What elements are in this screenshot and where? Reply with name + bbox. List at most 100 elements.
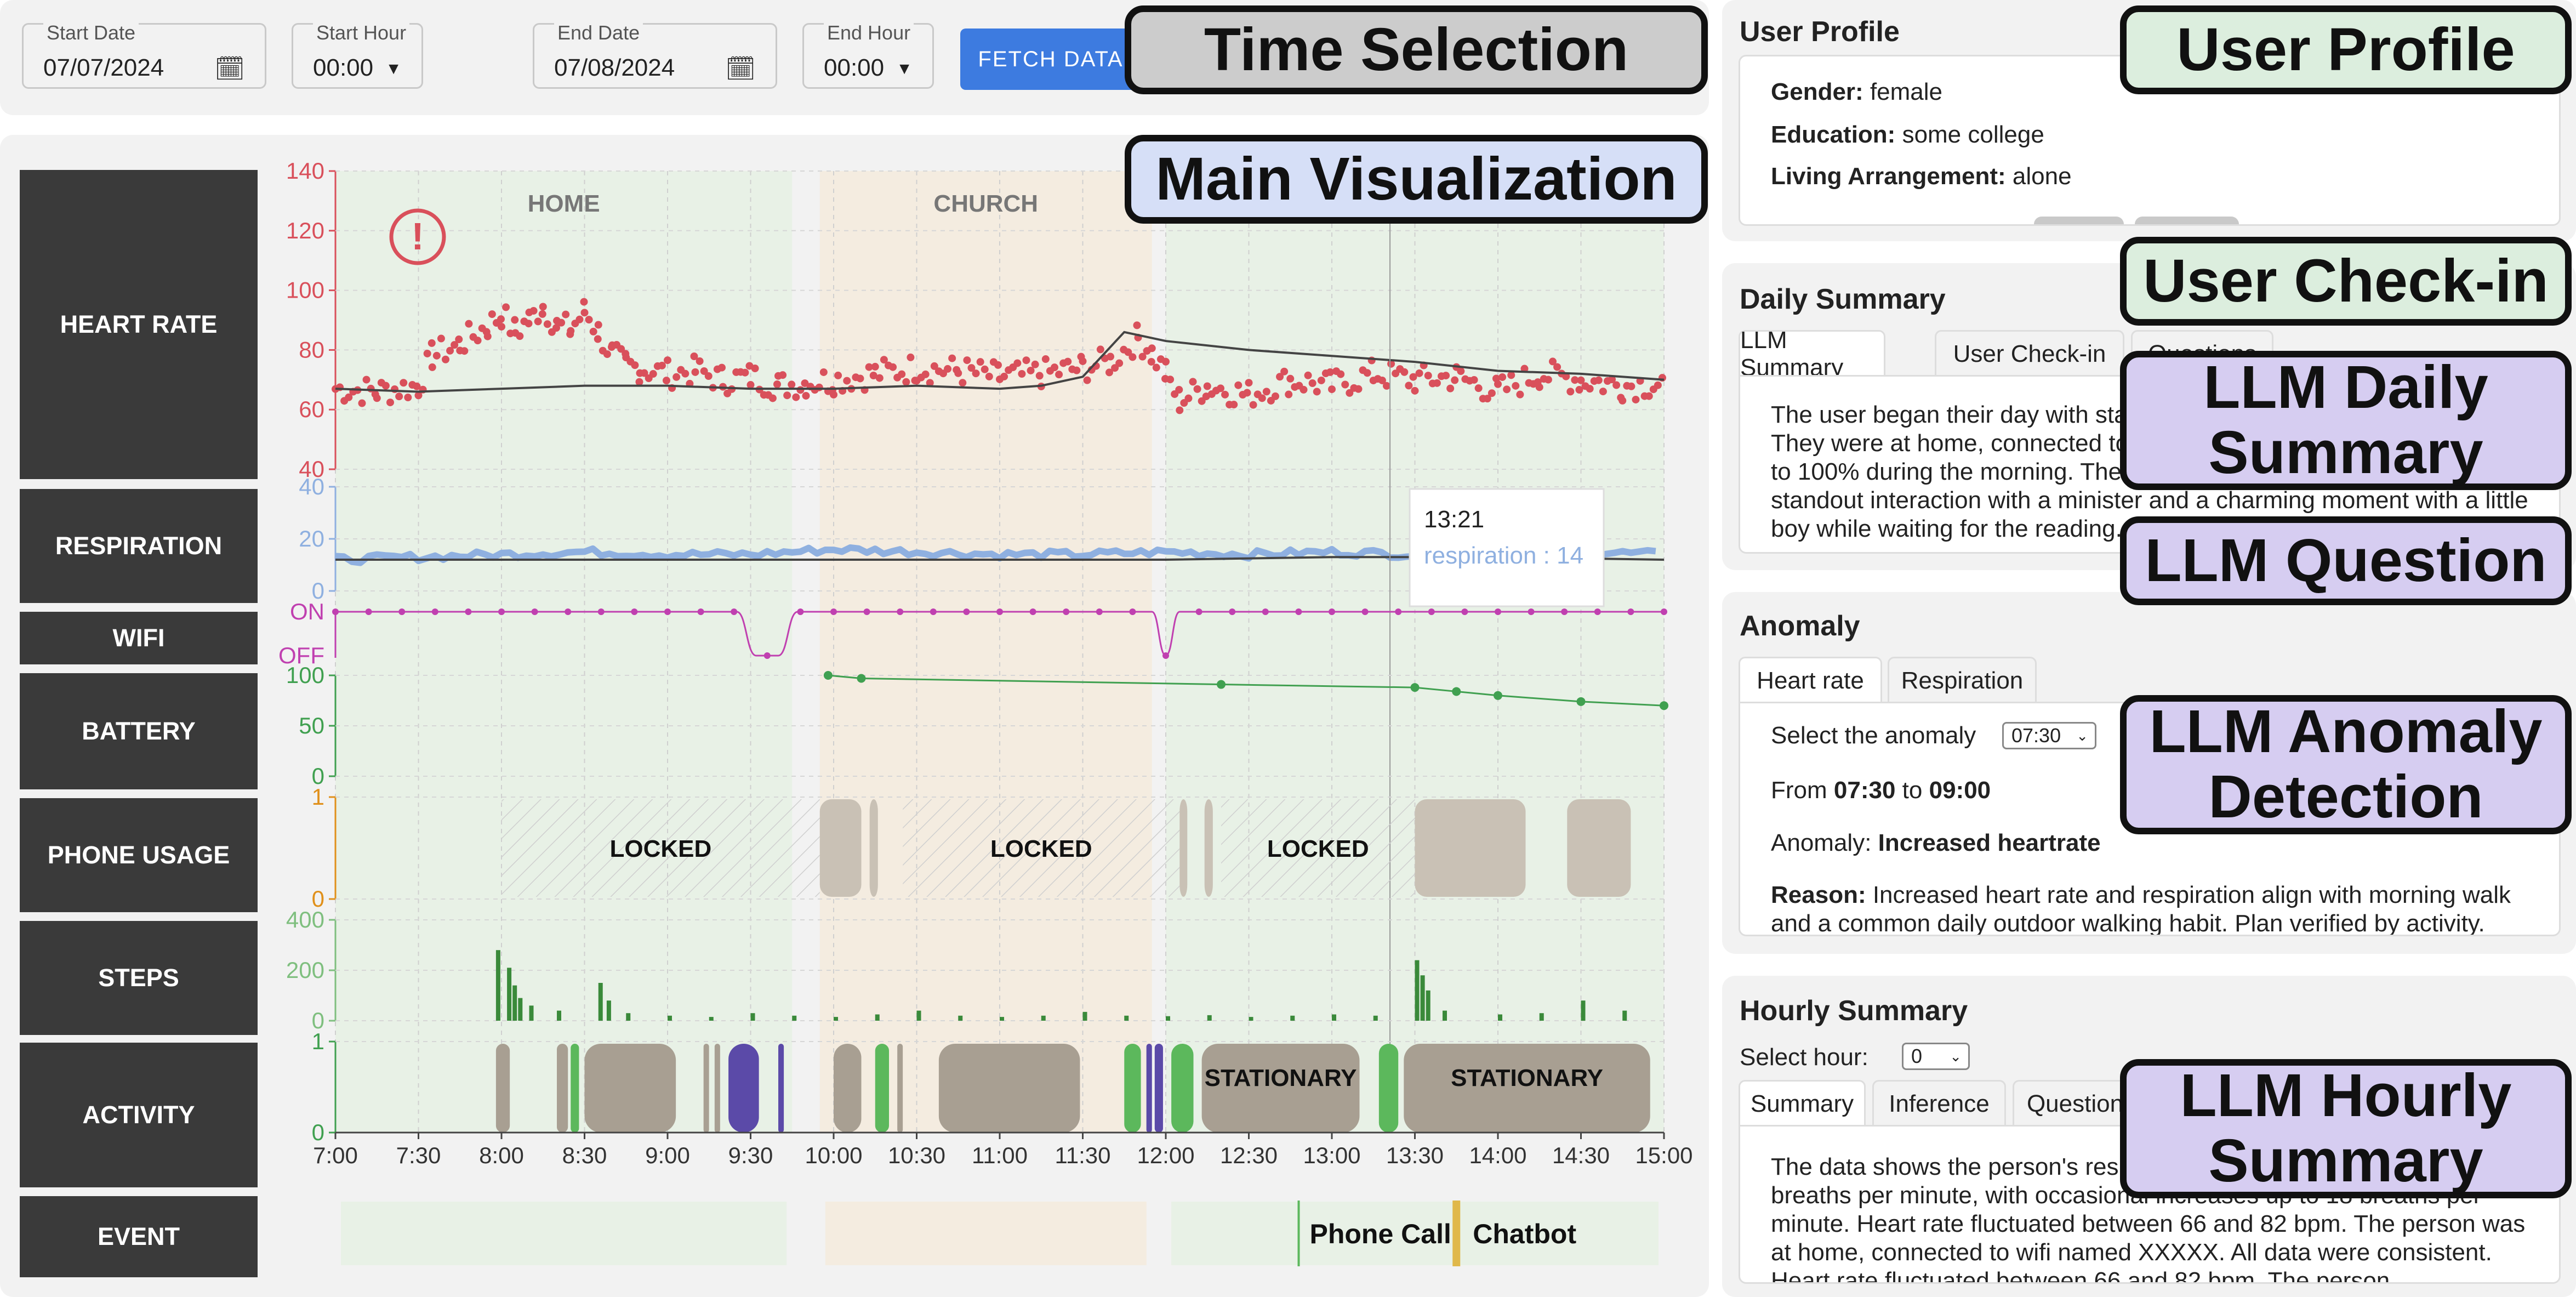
heart-rate-point [562,310,570,318]
heart-rate-point [1503,385,1511,394]
heart-rate-point [1363,369,1371,377]
steps-bar [1426,990,1431,1021]
y-tick-label: 60 [299,396,324,422]
phone-usage-block [819,799,862,897]
activity-segment [571,1044,579,1133]
battery-point [857,674,866,683]
profile-button[interactable] [2034,217,2124,224]
heart-rate-point [1148,344,1156,352]
battery-line [828,674,1665,707]
chevron-down-icon[interactable]: ▼ [385,60,402,78]
tab-respiration[interactable]: Respiration [1888,657,2037,703]
heart-rate-point [788,380,796,389]
end-hour-select[interactable]: End Hour 00:00 ▼ [802,21,934,89]
start-hour-value: 00:00 [313,54,374,81]
steps-bar [958,1015,963,1021]
heart-rate-point [649,370,657,378]
x-tick-label: 13:30 [1386,1142,1444,1168]
heart-rate-point [640,369,648,377]
steps-bar [518,998,523,1021]
heart-rate-point [1494,380,1502,388]
heart-rate-point [981,365,989,373]
heart-rate-point [1577,376,1585,384]
wifi-point [1661,608,1667,615]
wifi-point [863,608,870,615]
chevron-down-icon[interactable]: ▼ [896,60,913,78]
heart-rate-point [557,318,566,327]
anomaly-select[interactable]: 07:30 ⌄ [2002,722,2096,749]
calendar-icon[interactable]: 🗓 [214,55,245,82]
start-date-label: Start Date [43,21,139,44]
heart-rate-point [959,379,967,387]
anomaly-select-value: 07:30 [2011,724,2061,747]
activity-label: STATIONARY [1205,1065,1357,1091]
heart-rate-point [502,303,510,311]
battery-point [1494,691,1502,700]
steps-bar [598,983,603,1021]
steps-bar [668,1015,672,1021]
start-date-value: 07/07/2024 [43,54,164,81]
heart-rate-point [538,310,546,318]
hourly-summary-title: Hourly Summary [1740,995,1968,1027]
tab-user-checkin[interactable]: User Check-in [1935,330,2124,376]
heart-rate-point [511,316,519,324]
wifi-point [1329,608,1335,615]
phone-locked-region [1221,799,1415,897]
steps-bar [1420,975,1425,1021]
wifi-point [1561,608,1568,615]
hourly-select[interactable]: 0 ⌄ [1902,1043,1970,1070]
tab-llm-summary[interactable]: LLM Summary [1739,327,1885,381]
heart-rate-baseline [335,331,1665,393]
calendar-icon[interactable]: 🗓 [725,55,756,82]
start-hour-select[interactable]: Start Hour 00:00 ▼ [292,21,423,89]
heart-rate-point [1378,376,1386,384]
y-tick-label: 1 [312,784,324,810]
x-tick-label: 11:00 [972,1142,1028,1168]
heart-rate-point [948,354,956,362]
heart-rate-point [1446,384,1455,392]
heart-rate-point [856,374,864,383]
activity-segment [938,1044,1080,1133]
heart-rate-point [704,372,713,380]
activity-segment [495,1044,510,1133]
wifi-point [597,608,605,615]
start-date-field[interactable]: Start Date 07/07/2024 🗓 [22,21,266,89]
tab-summary[interactable]: Summary [1739,1080,1866,1126]
end-date-field[interactable]: End Date 07/08/2024 🗓 [533,21,777,89]
heart-rate-point [1162,357,1170,366]
steps-bar [557,1010,561,1021]
steps-bar [1373,1015,1378,1021]
steps-bar [1443,1010,1447,1021]
profile-living-key: Living Arrangement: [1771,163,2006,190]
heart-rate-point [1096,345,1104,354]
heart-rate-point [1313,388,1321,396]
activity-segment [1146,1044,1152,1133]
heart-rate-point [1470,376,1478,384]
heart-rate-point [1575,386,1583,394]
heart-rate-point [428,363,436,371]
heart-rate-point [1234,381,1243,389]
y-tick-label: 0 [312,1119,324,1145]
fetch-data-button[interactable]: FETCH DATA [960,29,1141,90]
profile-button[interactable] [2135,217,2239,224]
activity-segment [1124,1044,1141,1133]
anomaly-to-value: 09:00 [1929,777,1991,804]
chevron-down-icon: ⌄ [2076,727,2088,744]
heart-rate-point [1276,373,1284,381]
phone-locked-label: LOCKED [609,835,711,862]
heart-rate-point [741,368,749,377]
wifi-point [1063,608,1070,615]
heart-rate-point [423,349,431,357]
wifi-point [1495,608,1501,615]
wifi-point [1262,608,1269,615]
heart-rate-point [1512,382,1520,390]
steps-bar [1290,1015,1295,1021]
tab-inference[interactable]: Inference [1872,1080,2006,1126]
heart-rate-point [529,306,538,315]
y-tick-label: 0 [312,578,324,604]
phone-usage-block [1567,799,1631,897]
wifi-point [1129,608,1136,615]
heart-rate-point [796,386,805,394]
tab-heart-rate[interactable]: Heart rate [1739,657,1882,703]
wifi-point [1195,608,1202,615]
